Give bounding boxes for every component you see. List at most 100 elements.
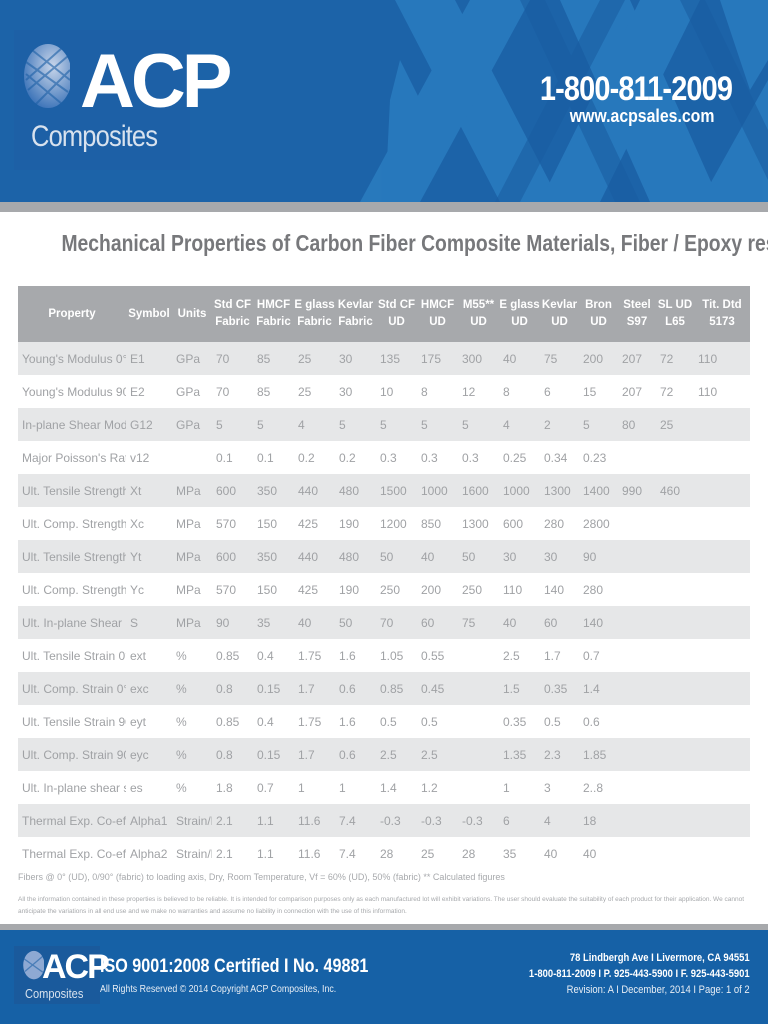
- column-header-line1: Std CF: [213, 299, 252, 311]
- column-header: Kevlar UD: [540, 286, 579, 342]
- value-cell: [458, 672, 499, 705]
- value-cell: 350: [253, 474, 294, 507]
- column-header-line1: Tit. Dtd: [702, 299, 742, 311]
- table-row: Ult. Tensile Strength 0°XtMPa60035044048…: [18, 474, 750, 507]
- value-cell: 0.3: [421, 450, 438, 465]
- value-cell: 3: [544, 780, 551, 795]
- value-cell: 30: [335, 342, 376, 375]
- value-cell: 40: [583, 846, 597, 861]
- value-cell: 0.85: [376, 672, 417, 705]
- value-cell: [656, 606, 694, 639]
- value-cell: 72: [656, 342, 694, 375]
- column-header: Bron UD: [579, 286, 618, 342]
- value-cell: [694, 408, 750, 441]
- value-cell: 2.1: [212, 804, 253, 837]
- value-cell: [618, 771, 656, 804]
- column-header: Std CF UD: [376, 286, 417, 342]
- value-cell: 0.45: [417, 672, 458, 705]
- footer-logo-composites-text: Composites: [25, 986, 84, 1001]
- value-cell: [656, 507, 694, 540]
- value-cell: 280: [583, 582, 604, 597]
- value-cell: 85: [257, 384, 271, 399]
- value-cell: [656, 639, 694, 672]
- units-cell: [172, 441, 212, 474]
- value-cell: 1300: [462, 516, 489, 531]
- header-website-link[interactable]: www.acpsales.com: [569, 106, 714, 126]
- value-cell: 0.85: [216, 648, 240, 663]
- column-header: Property: [18, 286, 126, 342]
- units-cell: %: [176, 780, 187, 795]
- value-cell: 2800: [583, 516, 610, 531]
- value-cell: 40: [499, 606, 540, 639]
- symbol-cell: Yt: [126, 540, 172, 573]
- property-name-cell: Major Poisson's Ratio: [22, 450, 126, 465]
- property-name-cell: Ult. Comp. Strength 90°: [22, 582, 126, 597]
- units-cell: MPa: [172, 606, 212, 639]
- value-cell: 85: [253, 342, 294, 375]
- table-row: Ult. In-plane Shear Stren.SMPa9035405070…: [18, 606, 750, 639]
- value-cell: 1.7: [294, 738, 335, 771]
- value-cell: 50: [376, 540, 417, 573]
- symbol-cell: E2: [130, 384, 145, 399]
- value-cell: 0.6: [335, 672, 376, 705]
- value-cell: 0.5: [544, 714, 561, 729]
- value-cell: 110: [503, 582, 523, 597]
- value-cell: [694, 804, 750, 837]
- column-header: Steel S97: [618, 286, 656, 342]
- value-cell: 600: [212, 540, 253, 573]
- value-cell: [694, 738, 750, 771]
- column-header-line2: UD: [511, 316, 528, 328]
- footer-acp-logo: ACP Composites: [14, 946, 110, 1004]
- value-cell: 0.23: [583, 450, 607, 465]
- value-cell: 0.35: [503, 714, 527, 729]
- woven-globe-icon: [23, 950, 44, 980]
- logo-composites-text: Composites: [31, 120, 158, 153]
- value-cell: 50: [458, 540, 499, 573]
- contact-block: 78 Lindbergh Ave I Livermore, CA 94551 1…: [529, 950, 750, 998]
- column-header: HMCF Fabric: [253, 286, 294, 342]
- property-name-cell: Thermal Exp. Co-ef. 90°: [22, 846, 126, 861]
- page-title: Mechanical Properties of Carbon Fiber Co…: [61, 230, 768, 256]
- symbol-cell: Xt: [126, 474, 172, 507]
- value-cell: -0.3: [417, 804, 458, 837]
- header-divider: [0, 202, 768, 212]
- value-cell: 90: [212, 606, 253, 639]
- value-cell: 425: [298, 516, 319, 531]
- column-header: Tit. Dtd 5173: [694, 286, 750, 342]
- header-phone[interactable]: 1-800-811-2009: [539, 70, 733, 108]
- value-cell: 1.6: [339, 648, 356, 663]
- value-cell: 480: [335, 540, 376, 573]
- value-cell: 1400: [579, 474, 618, 507]
- column-header-line2: Fabric: [297, 316, 332, 328]
- value-cell: 0.1: [257, 450, 274, 465]
- value-cell: 6: [499, 804, 540, 837]
- value-cell: [694, 441, 750, 474]
- value-cell: [618, 639, 656, 672]
- column-header-line1: Kevlar: [541, 299, 578, 311]
- table-row: Major Poisson's Ratio v12 0.1 0.1 0.2 0.2 0.3 0…: [18, 441, 750, 474]
- value-cell: 7.4: [339, 846, 356, 861]
- column-header-line1: E glass: [294, 299, 335, 311]
- column-header: M55** UD: [458, 286, 499, 342]
- value-cell: [656, 738, 694, 771]
- property-name-cell: Ult. In-plane shear strain: [22, 780, 126, 795]
- value-cell: 90: [579, 540, 618, 573]
- value-cell: [656, 771, 694, 804]
- property-name-cell: Ult. Comp. Strength 0°: [22, 516, 126, 531]
- value-cell: 0.4: [257, 714, 274, 729]
- value-cell: 0.6: [335, 738, 376, 771]
- table-row: Ult. Comp. Strength 90° Yc MPa 570 150 425 190…: [18, 573, 750, 606]
- contact-numbers: 1-800-811-2009 I P. 925-443-5900 I F. 92…: [529, 968, 750, 980]
- value-cell: 0.7: [583, 648, 600, 663]
- value-cell: 30: [540, 540, 579, 573]
- property-name-cell: Ult. Tensile Strain 0°: [22, 648, 126, 663]
- value-cell: 28: [380, 846, 394, 861]
- value-cell: 1.1: [257, 846, 274, 861]
- revision-info: Revision: A I December, 2014 I Page: 1 o…: [566, 984, 750, 996]
- value-cell: [656, 705, 694, 738]
- property-name-cell: Ult. Tensile Strength 90°: [18, 540, 126, 573]
- units-cell: Strain/K: [176, 846, 212, 861]
- value-cell: 0.6: [583, 714, 600, 729]
- value-cell: 1000: [499, 474, 540, 507]
- value-cell: [656, 540, 694, 573]
